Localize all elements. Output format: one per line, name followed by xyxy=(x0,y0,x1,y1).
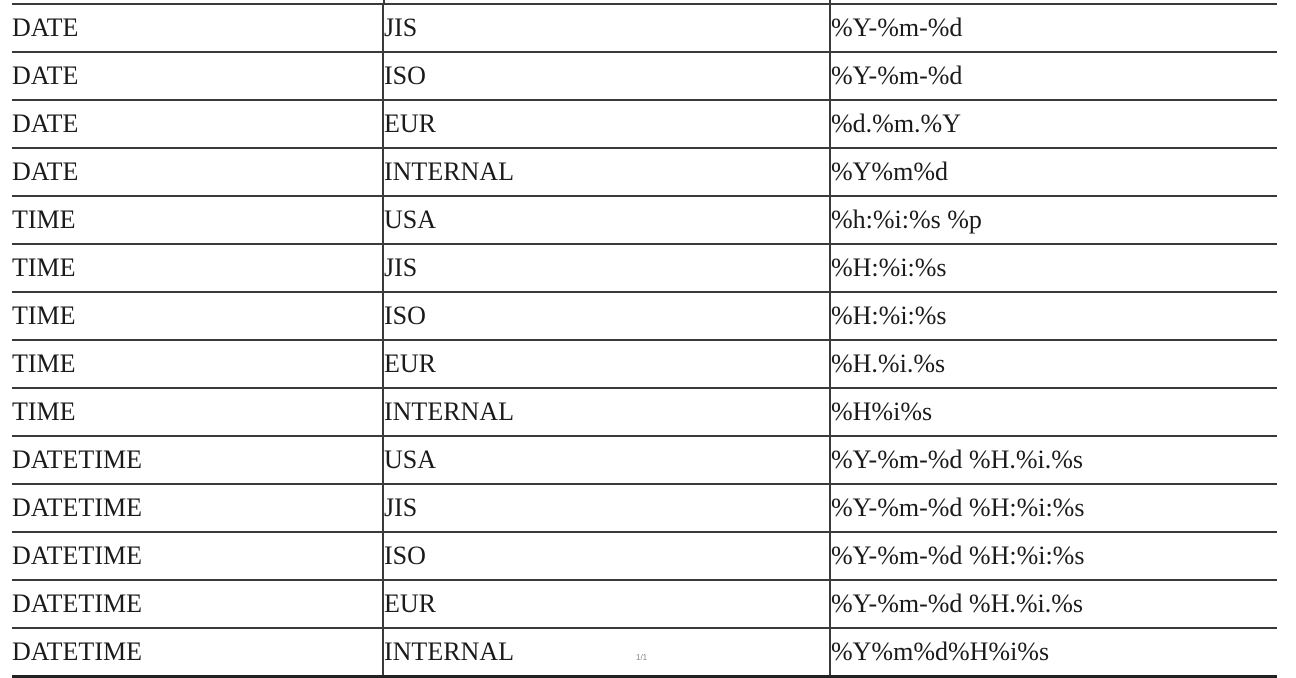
cell-type: DATE xyxy=(12,99,383,148)
cell-format-string: %Y%m%d xyxy=(829,147,1277,196)
cell-type: TIME xyxy=(12,291,383,340)
cell-format: ISO xyxy=(382,291,830,340)
cell-format: INTERNAL xyxy=(382,147,830,196)
cell-format-string: %H%i%s xyxy=(829,387,1277,436)
cell-format: JIS xyxy=(382,483,830,532)
page-number: 1/1 xyxy=(636,653,648,662)
cell-format-string: %Y%m%d%H%i%s xyxy=(829,627,1277,678)
cell-format-string: %d.%m.%Y xyxy=(829,99,1277,148)
cell-format: USA xyxy=(382,195,830,244)
table-row: TIME JIS %H:%i:%s xyxy=(12,243,1277,292)
table-row: TIME EUR %H.%i.%s xyxy=(12,339,1277,388)
table-row: DATE JIS %Y-%m-%d xyxy=(12,3,1277,52)
cell-type: DATE xyxy=(12,147,383,196)
table-row: DATE ISO %Y-%m-%d xyxy=(12,51,1277,100)
table-row: DATETIME INTERNAL %Y%m%d%H%i%s xyxy=(12,627,1277,678)
cell-format: INTERNAL xyxy=(382,627,830,678)
cell-type: DATETIME xyxy=(12,579,383,628)
cell-type: TIME xyxy=(12,387,383,436)
cell-format: ISO xyxy=(382,51,830,100)
table-row: TIME USA %h:%i:%s %p xyxy=(12,195,1277,244)
cell-type: DATETIME xyxy=(12,435,383,484)
cell-format-string: %Y-%m-%d %H.%i.%s xyxy=(829,435,1277,484)
date-format-table: DATE JIS %Y-%m-%d DATE ISO %Y-%m-%d DATE EUR %d.… xyxy=(12,3,1277,678)
cell-format-string: %H:%i:%s xyxy=(829,291,1277,340)
cell-type: DATE xyxy=(12,3,383,52)
cell-format-string: %Y-%m-%d xyxy=(829,3,1277,52)
table-row: TIME INTERNAL %H%i%s xyxy=(12,387,1277,436)
cell-type: DATETIME xyxy=(12,531,383,580)
cell-format-string: %Y-%m-%d xyxy=(829,51,1277,100)
cell-format: EUR xyxy=(382,579,830,628)
table-row: DATETIME EUR %Y-%m-%d %H.%i.%s xyxy=(12,579,1277,628)
cell-format: EUR xyxy=(382,339,830,388)
table-row: TIME ISO %H:%i:%s xyxy=(12,291,1277,340)
column-divider-stub xyxy=(383,0,385,4)
cell-format: ISO xyxy=(382,531,830,580)
cell-format: JIS xyxy=(382,243,830,292)
table-row: DATE EUR %d.%m.%Y xyxy=(12,99,1277,148)
cell-format: EUR xyxy=(382,99,830,148)
cell-format: JIS xyxy=(382,3,830,52)
column-divider-stub xyxy=(829,0,831,4)
cell-type: DATETIME xyxy=(12,483,383,532)
cell-type: DATETIME xyxy=(12,627,383,678)
cell-format: USA xyxy=(382,435,830,484)
cell-format-string: %Y-%m-%d %H.%i.%s xyxy=(829,579,1277,628)
cell-format-string: %h:%i:%s %p xyxy=(829,195,1277,244)
table-row: DATETIME JIS %Y-%m-%d %H:%i:%s xyxy=(12,483,1277,532)
cell-format-string: %Y-%m-%d %H:%i:%s xyxy=(829,531,1277,580)
table-row: DATETIME ISO %Y-%m-%d %H:%i:%s xyxy=(12,531,1277,580)
cell-format-string: %H.%i.%s xyxy=(829,339,1277,388)
cell-type: TIME xyxy=(12,339,383,388)
cell-format-string: %Y-%m-%d %H:%i:%s xyxy=(829,483,1277,532)
cell-type: TIME xyxy=(12,243,383,292)
table-row: DATETIME USA %Y-%m-%d %H.%i.%s xyxy=(12,435,1277,484)
cell-type: TIME xyxy=(12,195,383,244)
table-row: DATE INTERNAL %Y%m%d xyxy=(12,147,1277,196)
cell-format-string: %H:%i:%s xyxy=(829,243,1277,292)
table-body: DATE JIS %Y-%m-%d DATE ISO %Y-%m-%d DATE EUR %d.… xyxy=(12,3,1277,678)
cell-format: INTERNAL xyxy=(382,387,830,436)
cell-type: DATE xyxy=(12,51,383,100)
